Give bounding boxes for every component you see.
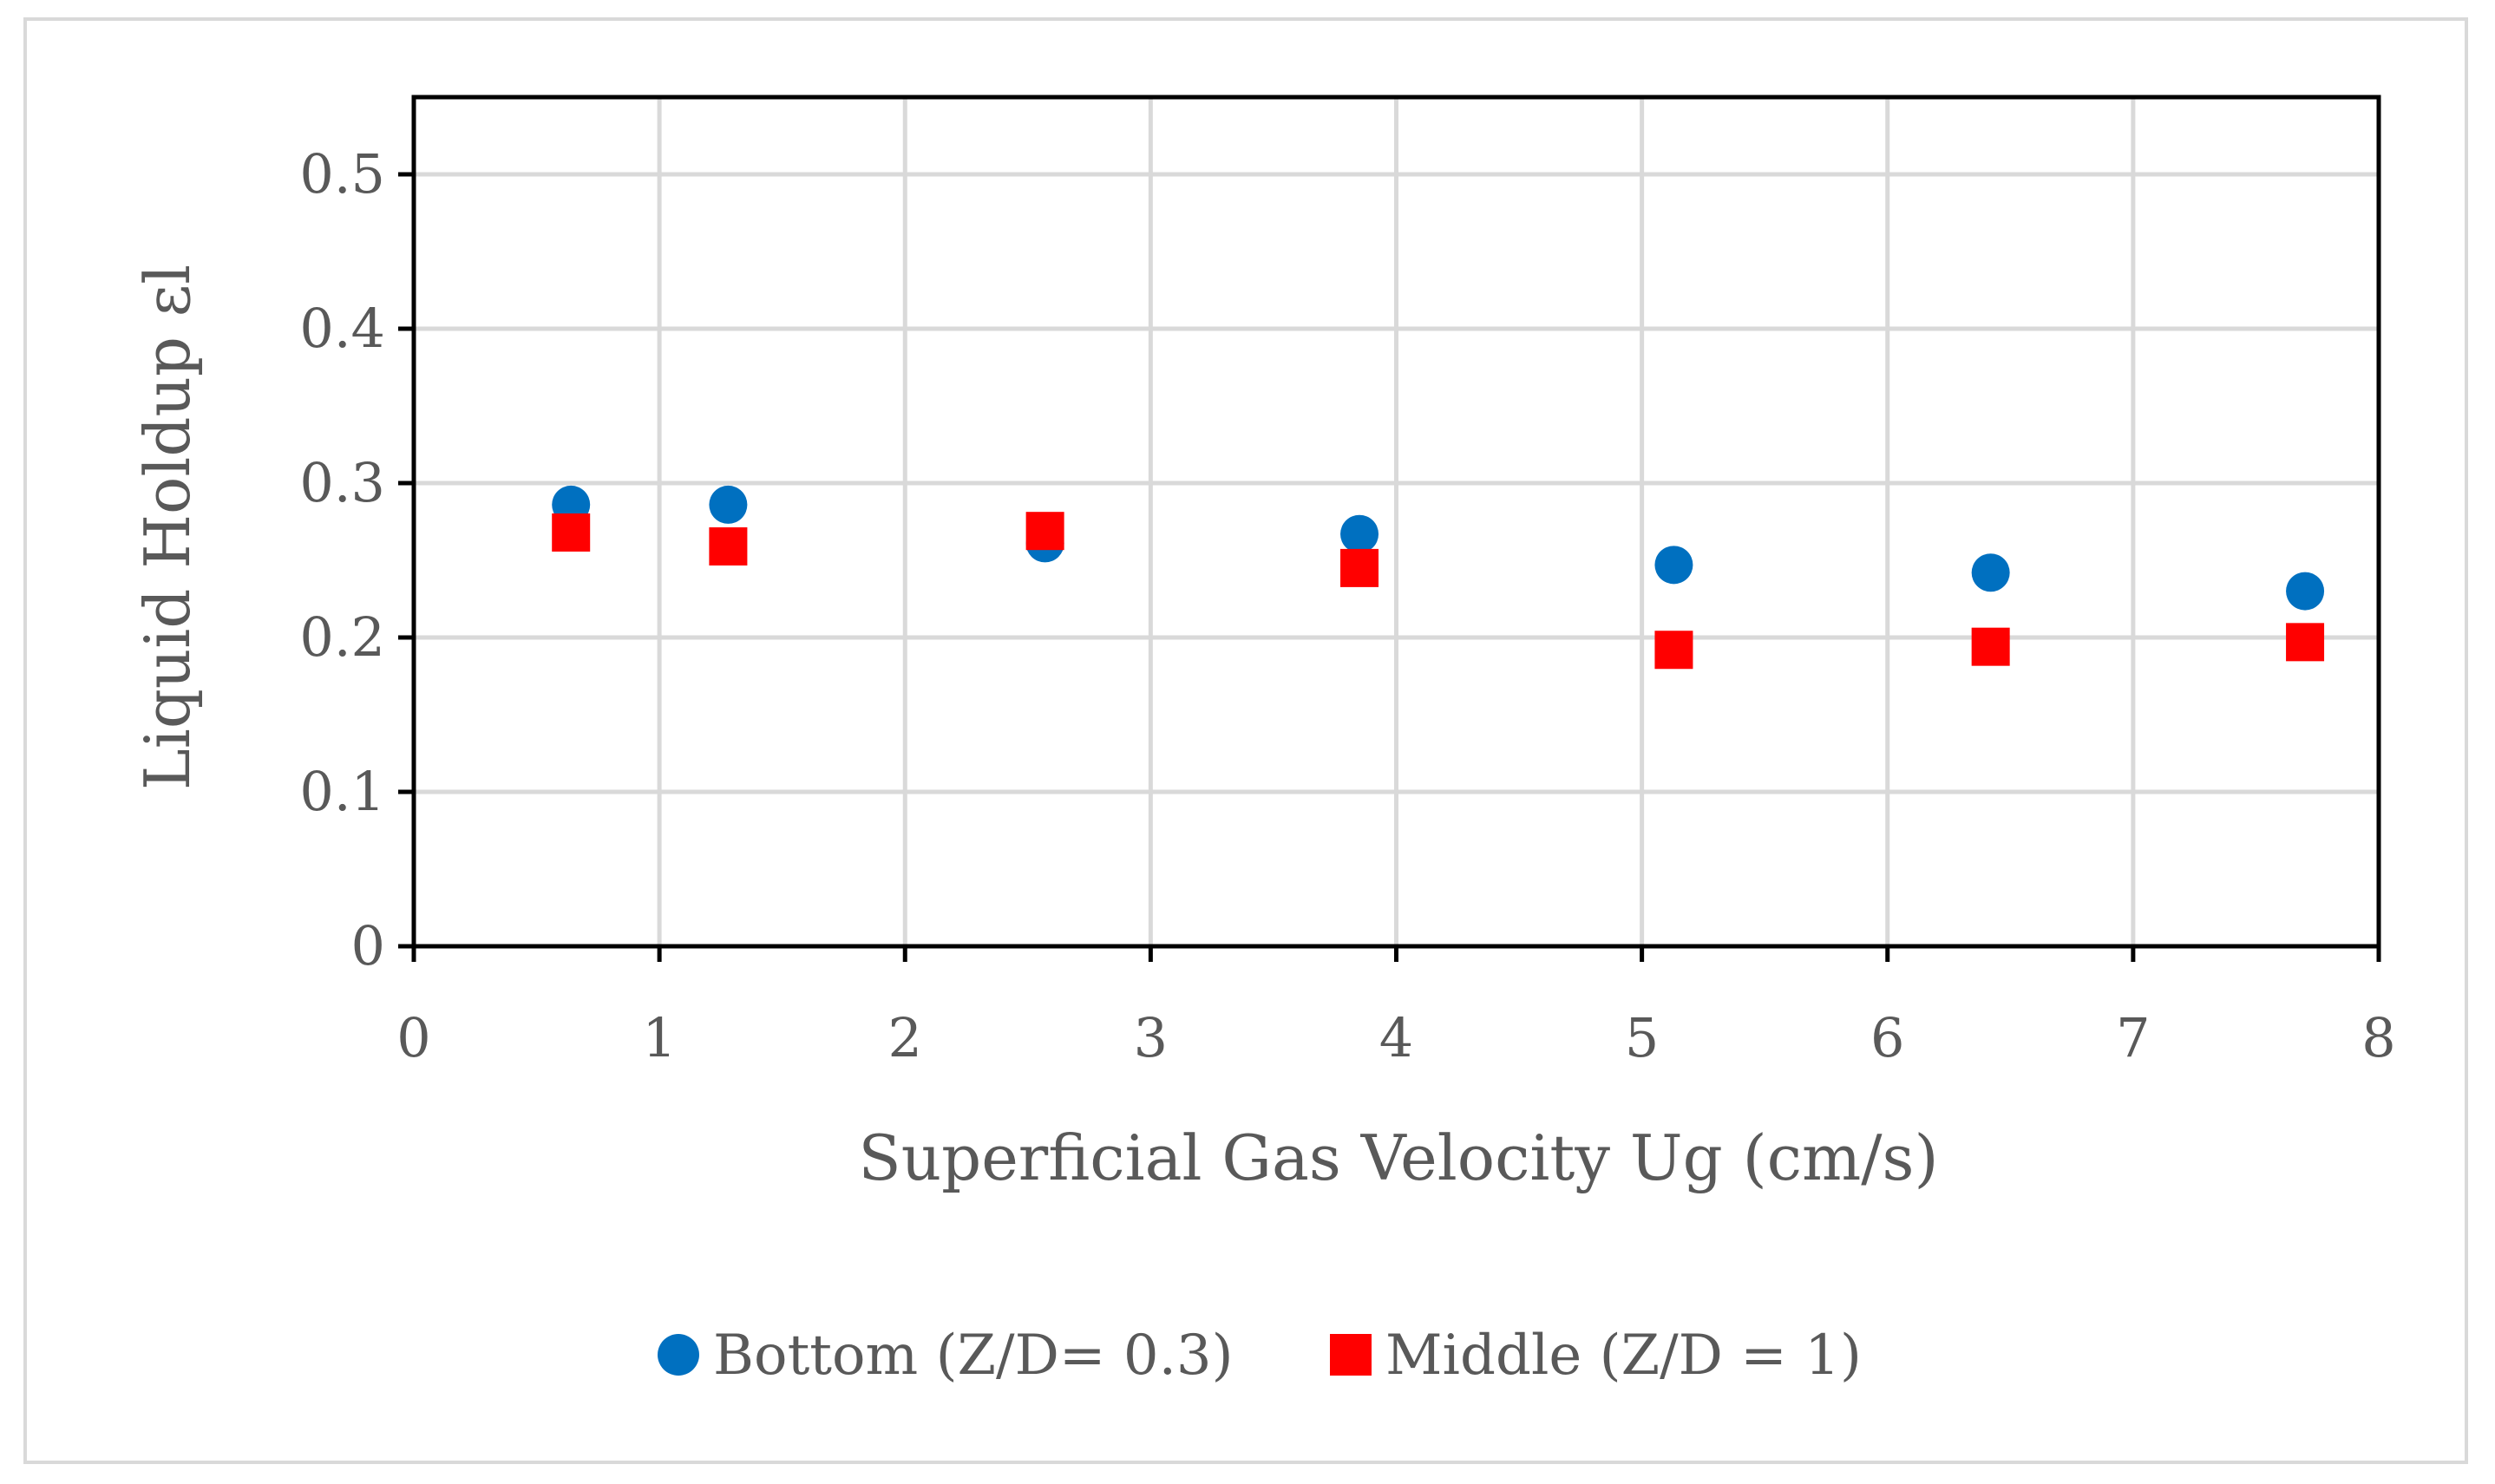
x-tick-label: 2 [888, 1006, 922, 1069]
legend-label-bottom: Bottom (Z/D= 0.3) [713, 1324, 1234, 1388]
x-tick-label: 5 [1625, 1006, 1659, 1069]
grid-lines [414, 97, 2379, 946]
data-point-middle [552, 513, 591, 552]
data-point-bottom [709, 485, 748, 524]
chart-frame [23, 17, 2468, 1464]
data-point-bottom [2286, 572, 2325, 611]
x-tick-label: 8 [2361, 1006, 2395, 1069]
x-tick-label: 0 [396, 1006, 430, 1069]
data-point-middle [1654, 631, 1693, 670]
y-tick-label: 0.4 [299, 297, 385, 360]
x-tick-label: 3 [1134, 1006, 1168, 1069]
x-tick-label: 4 [1379, 1006, 1413, 1069]
legend: Bottom (Z/D= 0.3) Middle (Z/D = 1) [658, 1324, 1862, 1388]
data-point-middle [709, 526, 748, 565]
y-tick-label: 0.3 [299, 451, 385, 514]
data-points [552, 485, 2325, 670]
legend-marker-middle-square [1330, 1334, 1372, 1376]
data-point-middle [1025, 512, 1064, 551]
data-point-bottom [1654, 546, 1693, 585]
y-tick-label: 0.2 [299, 605, 385, 669]
data-point-middle [1340, 548, 1379, 587]
x-tick-label: 7 [2116, 1006, 2150, 1069]
y-tick-label: 0.5 [299, 142, 385, 206]
data-point-bottom [1971, 553, 2010, 592]
y-tick-label: 0 [351, 914, 385, 977]
data-point-middle [1971, 627, 2010, 666]
legend-label-middle: Middle (Z/D = 1) [1385, 1324, 1862, 1388]
x-tick-label: 1 [642, 1006, 676, 1069]
y-axis-title: Liquid Holdup εl [131, 265, 204, 790]
axis-ticks [398, 172, 2381, 962]
data-point-bottom [1340, 514, 1379, 553]
x-tick-label: 6 [1870, 1006, 1904, 1069]
data-point-middle [2286, 623, 2325, 662]
y-tick-label: 0.1 [299, 760, 385, 823]
legend-marker-bottom-circle [658, 1334, 699, 1376]
x-axis-title: Superficial Gas Velocity Ug (cm/s) [858, 1121, 1938, 1194]
tick-labels: 0 1 2 3 4 5 6 7 8 0 0.1 0.2 0.3 0.4 0.5 [299, 142, 2395, 1069]
